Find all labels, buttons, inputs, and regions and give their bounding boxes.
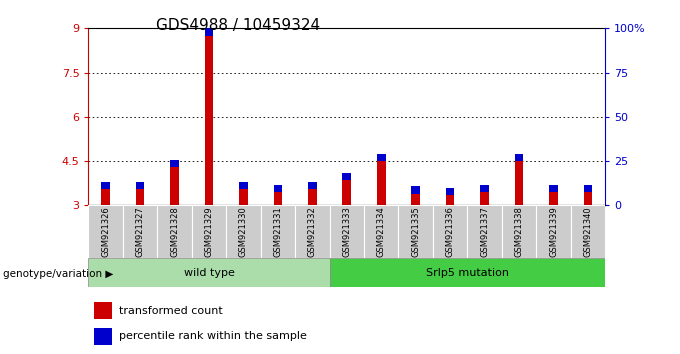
Text: GSM921331: GSM921331	[273, 206, 282, 257]
Bar	[411, 194, 420, 205]
Bar	[101, 189, 110, 205]
Text: GSM921335: GSM921335	[411, 206, 420, 257]
Bar	[273, 185, 282, 192]
Bar	[583, 185, 592, 192]
Bar	[170, 160, 179, 167]
Bar	[273, 192, 282, 205]
Text: GSM921338: GSM921338	[515, 206, 524, 257]
Bar	[330, 205, 364, 258]
Bar	[480, 192, 489, 205]
Bar	[239, 189, 248, 205]
Bar	[205, 36, 214, 205]
Bar	[377, 154, 386, 161]
Bar	[157, 205, 192, 258]
Bar	[549, 192, 558, 205]
Bar	[192, 205, 226, 258]
Bar	[94, 302, 112, 319]
Text: Srlp5 mutation: Srlp5 mutation	[426, 268, 509, 278]
Text: GSM921339: GSM921339	[549, 206, 558, 257]
Text: GSM921333: GSM921333	[342, 206, 352, 257]
Text: transformed count: transformed count	[120, 306, 223, 316]
Text: GSM921332: GSM921332	[308, 206, 317, 257]
Bar	[411, 186, 420, 194]
Bar	[88, 258, 330, 287]
Bar	[136, 182, 144, 189]
Bar	[343, 173, 351, 180]
Bar	[343, 180, 351, 205]
Bar	[377, 161, 386, 205]
Text: GSM921334: GSM921334	[377, 206, 386, 257]
Bar	[101, 182, 110, 189]
Bar	[308, 182, 317, 189]
Bar	[295, 205, 330, 258]
Bar	[467, 205, 502, 258]
Text: GSM921326: GSM921326	[101, 206, 110, 257]
Bar	[398, 205, 433, 258]
Bar	[123, 205, 157, 258]
Bar	[549, 185, 558, 192]
Bar	[170, 167, 179, 205]
Bar	[239, 182, 248, 189]
Bar	[330, 258, 605, 287]
Bar	[515, 161, 524, 205]
Bar	[205, 28, 214, 36]
Bar	[446, 188, 454, 195]
Text: GSM921329: GSM921329	[205, 206, 214, 257]
Bar	[94, 328, 112, 345]
Text: GDS4988 / 10459324: GDS4988 / 10459324	[156, 18, 320, 33]
Bar	[226, 205, 260, 258]
Bar	[583, 192, 592, 205]
Text: genotype/variation ▶: genotype/variation ▶	[3, 269, 114, 279]
Text: GSM921328: GSM921328	[170, 206, 179, 257]
Bar	[308, 189, 317, 205]
Bar	[537, 205, 571, 258]
Text: GSM921327: GSM921327	[135, 206, 145, 257]
Bar	[571, 205, 605, 258]
Bar	[480, 185, 489, 192]
Text: GSM921330: GSM921330	[239, 206, 248, 257]
Bar	[433, 205, 467, 258]
Bar	[136, 189, 144, 205]
Bar	[364, 205, 398, 258]
Text: GSM921337: GSM921337	[480, 206, 489, 257]
Bar	[446, 195, 454, 205]
Text: wild type: wild type	[184, 268, 235, 278]
Bar	[502, 205, 537, 258]
Bar	[88, 205, 123, 258]
Text: GSM921336: GSM921336	[445, 206, 455, 257]
Bar	[260, 205, 295, 258]
Bar	[515, 154, 524, 161]
Text: GSM921340: GSM921340	[583, 206, 592, 257]
Text: percentile rank within the sample: percentile rank within the sample	[120, 331, 307, 341]
